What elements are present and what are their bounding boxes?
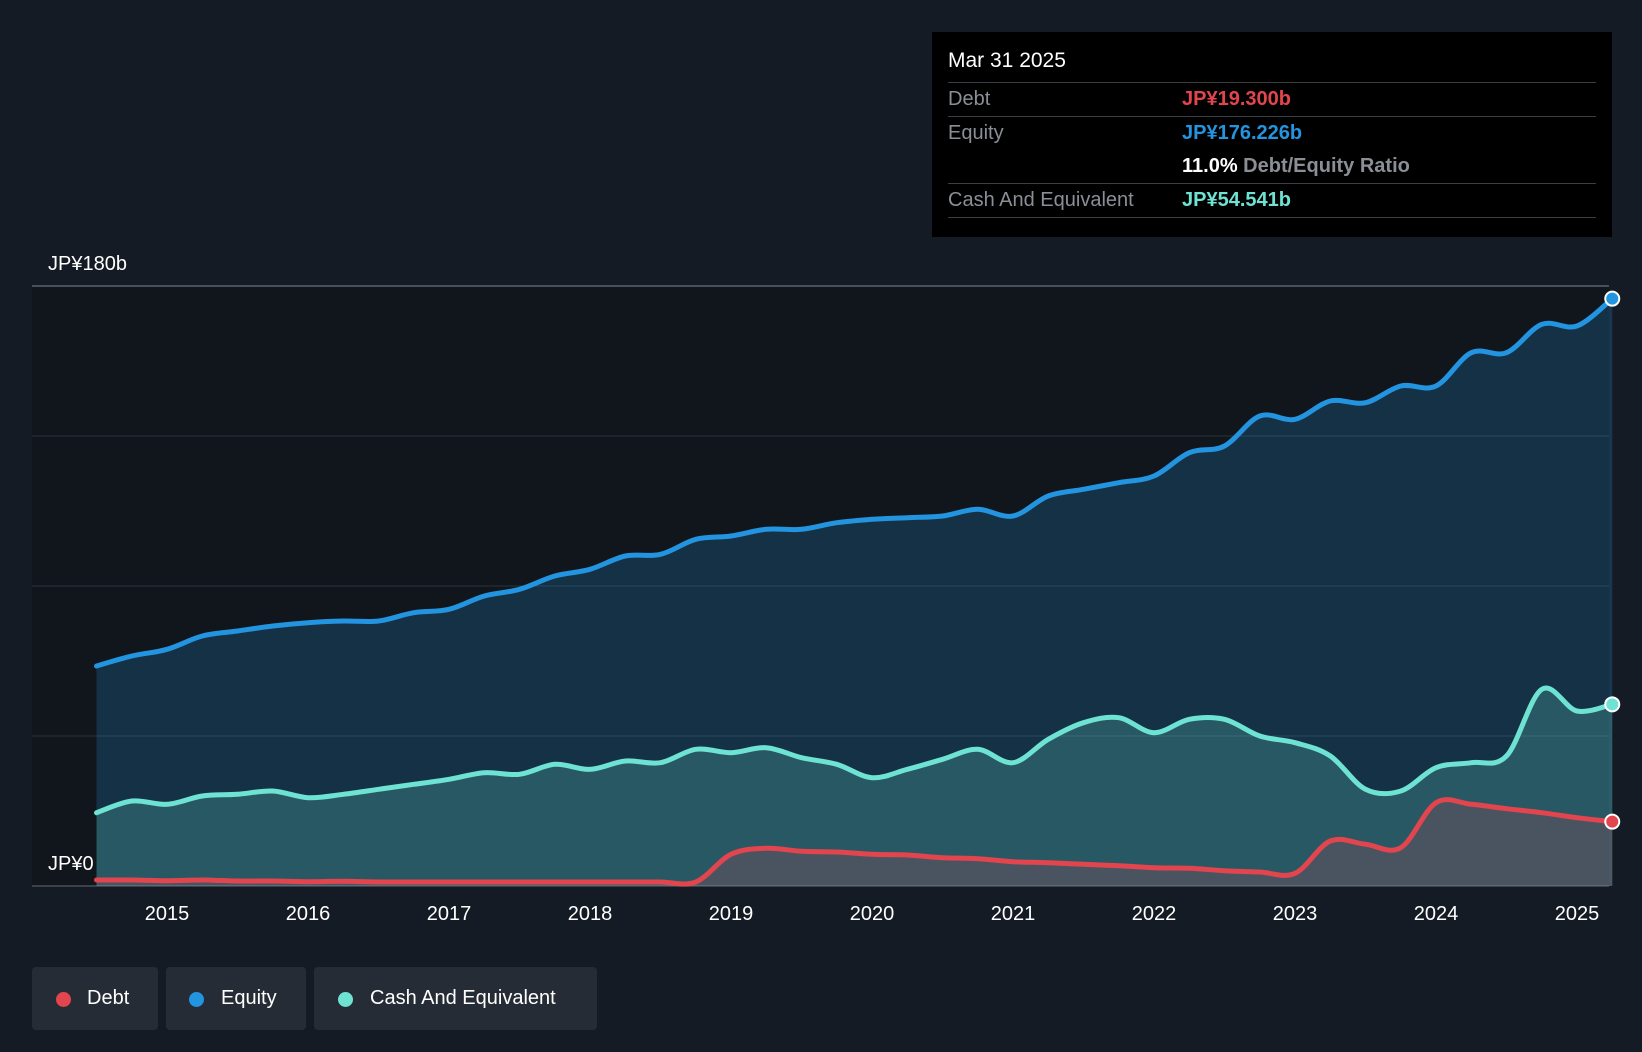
x-tick-label-2020: 2020 [850, 903, 895, 925]
legend-item-cash[interactable]: Cash And Equivalent [314, 967, 597, 1030]
x-tick-label-2021: 2021 [991, 903, 1036, 925]
tooltip-cash-value: JP¥54.541b [1182, 189, 1291, 211]
legend-equity-label: Equity [221, 987, 277, 1009]
series-endpoints [1604, 290, 1621, 830]
x-axis-ticks: 2015 2016 2017 2018 2019 2020 2021 2022 2023 2024… [145, 903, 1600, 925]
tooltip-date: Mar 31 2025 [948, 49, 1066, 72]
tooltip-row-ratio: 11.0% Debt/Equity Ratio [948, 150, 1596, 183]
x-tick-label-2019: 2019 [709, 903, 754, 925]
x-tick-label-2025: 2025 [1555, 903, 1600, 925]
equity-line [94, 296, 1615, 669]
x-tick-label-2024: 2024 [1414, 903, 1459, 925]
legend-item-equity[interactable]: Equity [166, 967, 306, 1030]
tooltip-equity-label: Equity [948, 122, 1004, 144]
x-tick-label-2017: 2017 [427, 903, 472, 925]
tooltip-row-debt: Debt JP¥19.300b [948, 82, 1596, 116]
tooltip-debt-label: Debt [948, 88, 991, 110]
tooltip-panel: Mar 31 2025 Debt JP¥19.300b Equity JP¥17… [932, 32, 1612, 237]
y-tick-label-top: JP¥180b [48, 253, 127, 275]
tooltip-row-equity: Equity JP¥176.226b [948, 116, 1596, 150]
x-tick-label-2016: 2016 [286, 903, 331, 925]
tooltip-ratio: 11.0% Debt/Equity Ratio [1182, 150, 1410, 183]
debt-area [96, 799, 1613, 886]
x-tick-label-2018: 2018 [568, 903, 613, 925]
x-tick-label-2023: 2023 [1273, 903, 1318, 925]
tooltip-debt-value: JP¥19.300b [1182, 88, 1291, 110]
debt-endpoint [1604, 813, 1621, 830]
equity-dot-icon [189, 992, 204, 1007]
cash-dot-icon [338, 992, 353, 1007]
series-lines [94, 296, 1615, 887]
legend-debt-label: Debt [87, 987, 130, 1009]
debt-line [94, 797, 1615, 887]
y-tick-label-bottom: JP¥0 [48, 853, 94, 875]
x-tick-label-2015: 2015 [145, 903, 190, 925]
legend-cash-label: Cash And Equivalent [370, 987, 556, 1009]
tooltip-ratio-label: Debt/Equity Ratio [1243, 155, 1410, 177]
cash-and-equivalent-area [96, 687, 1613, 886]
x-tick-label-2022: 2022 [1132, 903, 1177, 925]
cash-and-equivalent-endpoint [1604, 696, 1621, 713]
cash-and-equivalent-line [94, 685, 1615, 816]
tooltip-row-cash: Cash And Equivalent JP¥54.541b [948, 183, 1596, 218]
legend-item-debt[interactable]: Debt [32, 967, 158, 1030]
debt-dot-icon [56, 992, 71, 1007]
tooltip-cash-label: Cash And Equivalent [948, 189, 1134, 211]
tooltip-ratio-value: 11.0% [1182, 155, 1238, 177]
tooltip-equity-value: JP¥176.226b [1182, 122, 1303, 144]
equity-endpoint [1604, 290, 1621, 307]
equity-area [96, 298, 1613, 886]
series-areas [96, 298, 1613, 886]
gridlines [32, 285, 1609, 887]
